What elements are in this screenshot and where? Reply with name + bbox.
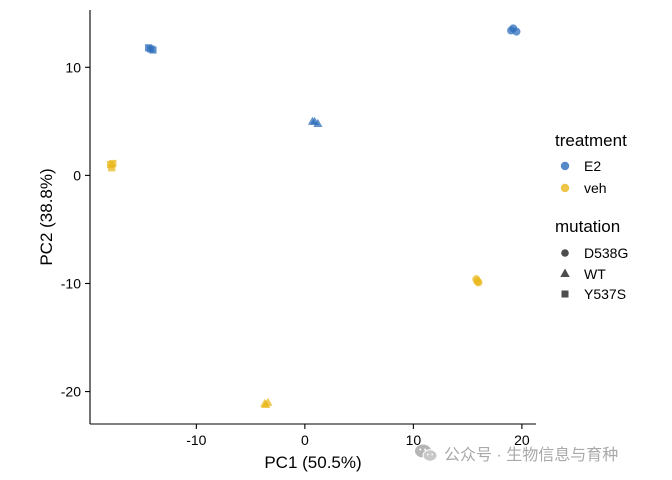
data-point-veh-y537s — [108, 164, 116, 172]
legend-label-e2: E2 — [584, 158, 601, 174]
legend-key-wt — [560, 268, 570, 277]
y-tick-label: -10 — [61, 275, 81, 291]
watermark: 公众号 · 生物信息与育种 — [414, 442, 618, 464]
ticks-layer: -10 0 10 20 -20 -10 0 10 — [61, 59, 530, 448]
legend-label-veh: veh — [584, 180, 607, 196]
x-tick-label: 20 — [514, 432, 530, 448]
x-tick-label: 10 — [406, 432, 422, 448]
points-layer — [107, 24, 521, 408]
legend-color-title: treatment — [555, 131, 627, 150]
x-tick-label: 0 — [301, 432, 309, 448]
watermark-text: 公众号 · 生物信息与育种 — [444, 447, 619, 464]
data-point-veh-d538g — [473, 277, 482, 286]
x-tick-label: -10 — [186, 432, 206, 448]
wechat-icon — [415, 444, 438, 462]
y-tick-label: 10 — [65, 59, 81, 75]
data-point-e2-y537s — [147, 45, 155, 53]
legend-label-y537s: Y537S — [584, 286, 626, 302]
legend-label-wt: WT — [584, 266, 606, 282]
x-axis-title: PC1 (50.5%) — [264, 453, 361, 472]
legend-shape-title: mutation — [555, 217, 620, 236]
legend: treatment E2 veh mutation D538G WT Y537S — [555, 131, 628, 302]
data-point-e2-wt — [310, 116, 320, 125]
y-tick-label: 0 — [73, 167, 81, 183]
legend-key-e2 — [560, 161, 570, 171]
y-tick-label: -20 — [61, 384, 81, 400]
data-point-veh-wt — [261, 399, 271, 408]
data-point-e2-d538g — [507, 26, 516, 35]
y-axis-title: PC2 (38.8%) — [37, 168, 56, 265]
legend-key-veh — [560, 183, 570, 193]
legend-label-d538g: D538G — [584, 245, 628, 261]
data-point-veh-y537s — [109, 159, 117, 168]
legend-key-d538g — [561, 249, 569, 257]
legend-key-y537s — [561, 290, 569, 298]
